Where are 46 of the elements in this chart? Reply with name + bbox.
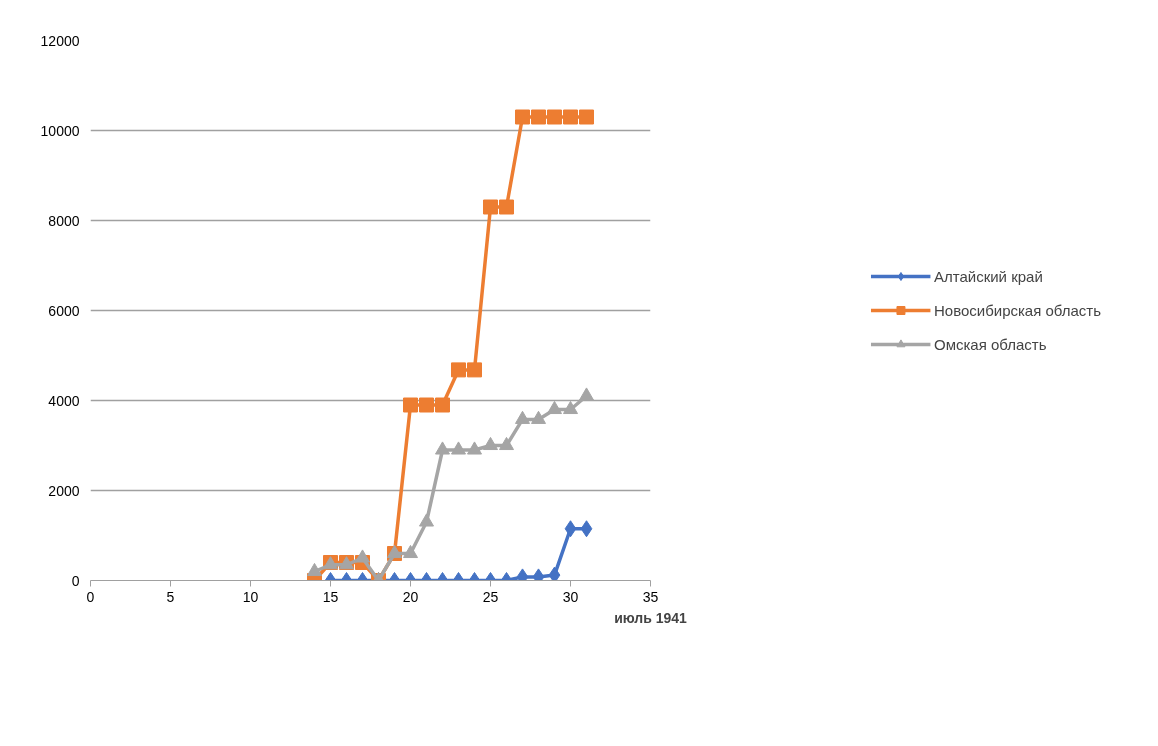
legend-label: Алтайский край (933, 267, 1043, 285)
y-tick-label: 0 (71, 572, 80, 589)
point (563, 400, 578, 415)
x-axis-title: июль 1941 (614, 609, 688, 626)
x-tick-label: 15 (322, 588, 339, 605)
y-tick-label: 4000 (48, 392, 80, 409)
point (548, 566, 561, 581)
point (515, 410, 530, 424)
point (419, 397, 434, 413)
point (467, 441, 482, 455)
y-tick-label: 6000 (48, 302, 80, 319)
x-tick-label: 5 (166, 588, 175, 605)
y-tick-label: 8000 (48, 212, 80, 229)
point (563, 109, 578, 125)
point (355, 549, 370, 563)
point (403, 397, 418, 413)
legend-label: Новосибирская область (933, 301, 1102, 319)
x-tick-label: 25 (482, 588, 499, 605)
point (451, 441, 466, 455)
point (531, 410, 546, 424)
point (547, 400, 562, 415)
point (419, 513, 434, 527)
point (403, 544, 418, 559)
point (547, 109, 562, 125)
y-tick-label: 10000 (40, 122, 80, 139)
point (499, 436, 514, 451)
point (451, 362, 466, 378)
legend-label: Омская область (933, 335, 1047, 353)
point (515, 109, 530, 125)
y-tick-label: 12000 (40, 32, 80, 49)
x-tick-label: 10 (242, 588, 259, 605)
point (579, 109, 594, 125)
point (483, 199, 498, 215)
point (307, 562, 322, 577)
point (499, 199, 514, 215)
point (483, 436, 498, 451)
x-tick-label: 30 (562, 588, 579, 605)
point (435, 397, 450, 413)
x-tick-label: 20 (402, 588, 419, 605)
point (531, 109, 546, 125)
x-tick-label: 0 (86, 588, 95, 605)
x-tick-label: 35 (642, 588, 659, 605)
point (579, 387, 594, 401)
point (467, 362, 482, 378)
point (435, 441, 450, 455)
y-tick-label: 2000 (48, 482, 80, 499)
